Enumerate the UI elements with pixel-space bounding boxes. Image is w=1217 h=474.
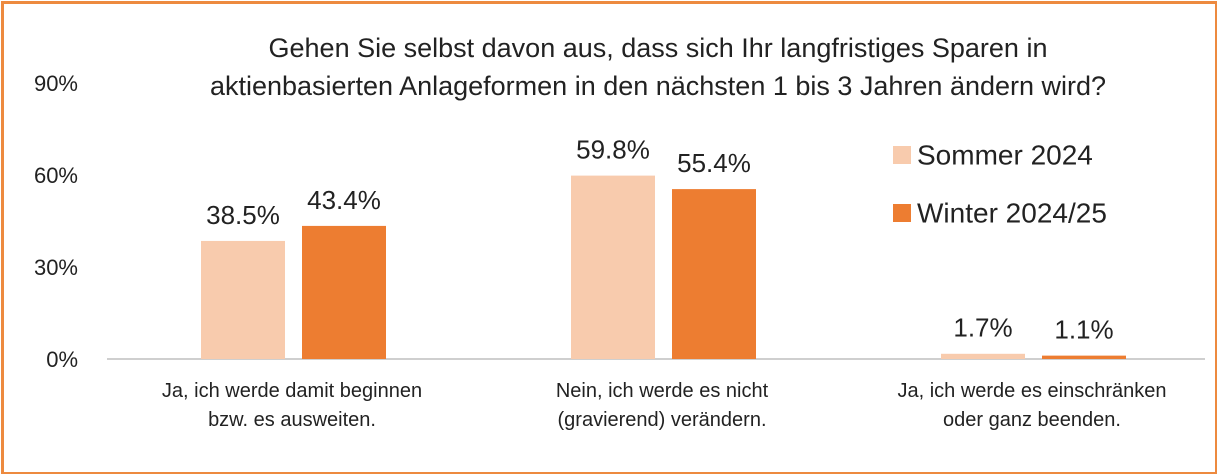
legend-label: Winter 2024/25 [917,197,1107,228]
y-tick-label: 0% [46,347,78,372]
value-label: 38.5% [206,200,280,230]
legend-label: Sommer 2024 [917,139,1093,170]
legend-marker [893,204,911,222]
x-tick-label: Nein, ich werde es nicht (gravierend) ve… [555,380,769,431]
bar [672,189,756,359]
x-tick-label: Ja, ich werde damit beginnen bzw. es aus… [161,380,423,431]
x-tick-label: Ja, ich werde es einschränken oder ganz … [897,380,1167,431]
bar [571,175,655,359]
value-label: 59.8% [576,134,650,164]
y-tick-label: 30% [34,255,78,280]
value-label: 43.4% [307,185,381,215]
value-label: 1.7% [953,313,1012,343]
y-tick-label: 90% [34,71,78,96]
chart-title: Gehen Sie selbst davon aus, dass sich Ih… [209,33,1107,101]
value-label: 1.1% [1054,315,1113,345]
bar [1042,355,1126,359]
bar [302,225,386,359]
bar [201,240,285,359]
y-tick-label: 60% [34,163,78,188]
legend-marker [893,146,911,164]
value-label: 55.4% [677,148,751,178]
bar [941,353,1025,359]
